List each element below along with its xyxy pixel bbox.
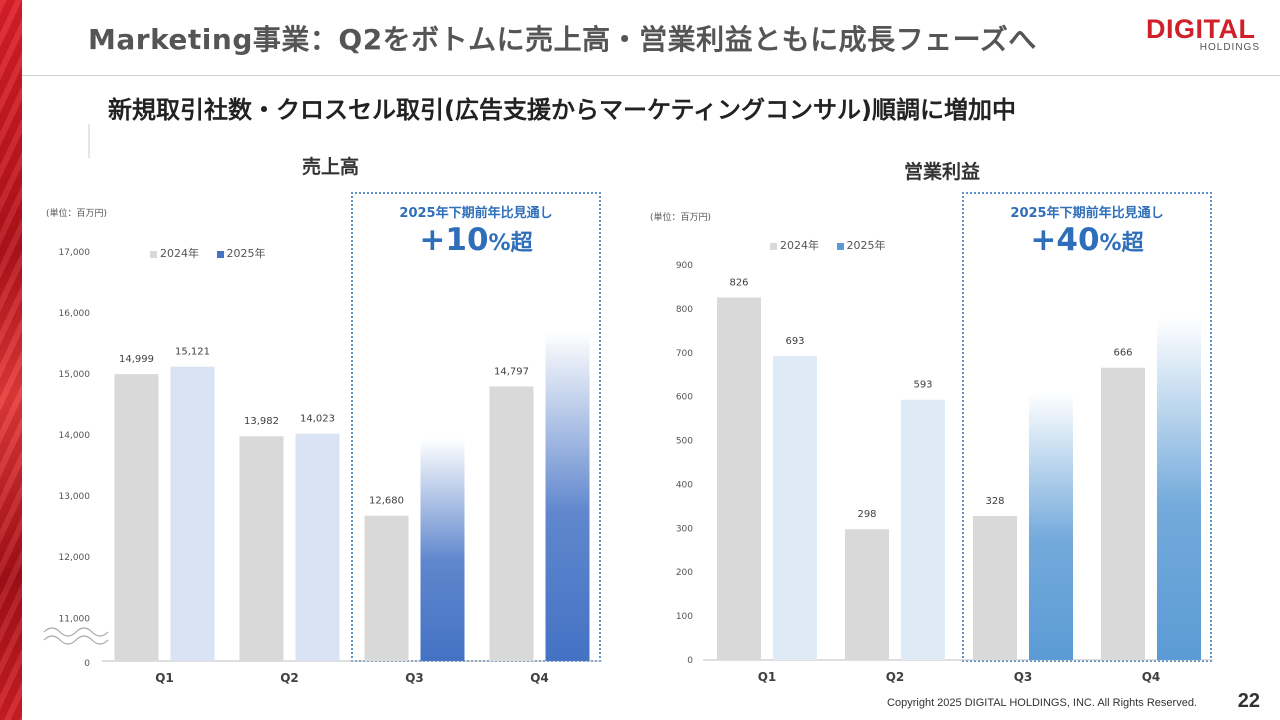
- legend-label-2025: 2025年: [226, 247, 266, 260]
- category-label-q4: Q4: [530, 671, 549, 685]
- data-label-2025-q1: 693: [785, 336, 804, 347]
- legend-item-2025: 2025年: [216, 247, 266, 260]
- title-divider: [22, 75, 1280, 76]
- y-tick-label: 300: [676, 524, 693, 534]
- data-label-2024-q4: 14,797: [494, 366, 529, 377]
- data-label-2024-q2: 298: [857, 509, 876, 520]
- revenue-forecast-suffix: %超: [488, 231, 533, 256]
- decorative-line: [88, 124, 90, 158]
- legend-item-2025: 2025年: [836, 239, 886, 252]
- bar-2025-q2: [901, 399, 945, 660]
- data-label-2024-q2: 13,982: [244, 416, 279, 427]
- operating-forecast-label: 2025年下期前年比見通し: [1010, 206, 1164, 221]
- category-label-q3: Q3: [405, 671, 424, 685]
- operating-legend: 2024年 2025年: [770, 237, 900, 253]
- y-tick-label: 500: [676, 437, 693, 447]
- revenue-forecast-value: +10%超: [353, 222, 599, 258]
- data-label-2024-q3: 328: [985, 496, 1004, 507]
- revenue-forecast-prefix: +: [419, 222, 446, 258]
- bar-2024-q1: [114, 374, 159, 661]
- data-label-2024-q3: 12,680: [369, 496, 404, 507]
- legend-swatch-2025: [836, 242, 844, 250]
- forecast-bar-2025-q4: [545, 331, 590, 661]
- decorative-red-band: [0, 0, 22, 720]
- y-tick-label: 0: [687, 656, 693, 666]
- legend-label-2024: 2024年: [160, 247, 199, 260]
- forecast-bar-2025-q3: [420, 438, 465, 661]
- company-logo: DIGITAL HOLDINGS: [1146, 14, 1266, 53]
- page-number: 22: [1237, 690, 1260, 712]
- bar-2025-q1: [170, 366, 215, 661]
- operating-forecast-number: 40: [1056, 222, 1100, 258]
- data-label-2024-q1: 826: [729, 277, 748, 288]
- logo-sub-text: HOLDINGS: [1199, 42, 1260, 53]
- bar-2024-q2: [845, 529, 889, 660]
- copyright-text: Copyright 2025 DIGITAL HOLDINGS, INC. Al…: [887, 697, 1197, 709]
- y-tick-label: 600: [676, 393, 693, 403]
- operating-forecast-box: 2025年下期前年比見通し +40%超: [962, 192, 1212, 662]
- bar-2025-q1: [773, 355, 817, 660]
- y-tick-label: 200: [676, 568, 693, 578]
- y-tick-label: 16,000: [59, 309, 91, 319]
- y-tick-label: 14,000: [59, 431, 91, 441]
- data-label-2025-q2: 593: [913, 380, 932, 391]
- operating-unit-label: (単位：百万円): [650, 213, 712, 223]
- y-tick-label: 400: [676, 480, 693, 490]
- axis-break-mark: [43, 627, 109, 637]
- revenue-chart-title: 売上高: [302, 156, 360, 178]
- y-tick-label: 11,000: [59, 614, 91, 624]
- bar-2025-q2: [295, 433, 340, 661]
- bar-2024-q4: [1101, 367, 1145, 660]
- legend-swatch-2025: [216, 250, 224, 258]
- bar-2024-q3: [364, 515, 409, 661]
- operating-forecast-suffix: %超: [1099, 231, 1144, 256]
- legend-item-2024: 2024年: [150, 247, 199, 260]
- bar-2024-q2: [239, 436, 284, 661]
- operating-chart-title: 営業利益: [904, 161, 981, 183]
- category-label-q3: Q3: [1014, 670, 1033, 684]
- revenue-legend: 2024年 2025年: [150, 245, 280, 261]
- forecast-bar-2025-q4: [1157, 317, 1201, 660]
- data-label-2025-q1: 15,121: [175, 347, 210, 358]
- category-label-q1: Q1: [758, 670, 777, 684]
- operating-forecast-prefix: +: [1030, 222, 1057, 258]
- y-tick-label: 900: [676, 261, 693, 271]
- operating-forecast-value: +40%超: [964, 222, 1210, 258]
- forecast-bar-2025-q3: [1029, 392, 1073, 660]
- axis-break-mark: [43, 635, 109, 645]
- revenue-forecast-number: 10: [445, 222, 489, 258]
- category-label-q4: Q4: [1142, 670, 1161, 684]
- y-tick-label: 700: [676, 349, 693, 359]
- y-tick-label: 13,000: [59, 492, 91, 502]
- legend-swatch-2024: [150, 250, 157, 258]
- y-tick-label: 12,000: [59, 553, 91, 563]
- y-tick-label: 15,000: [59, 370, 91, 380]
- bar-2024-q4: [489, 386, 534, 661]
- slide-subtitle: 新規取引社数・クロスセル取引(広告支援からマーケティングコンサル)順調に増加中: [108, 96, 1017, 124]
- logo-main-text: DIGITAL: [1146, 14, 1256, 44]
- data-label-2024-q1: 14,999: [119, 354, 154, 365]
- y-tick-label: 17,000: [59, 248, 91, 258]
- legend-item-2024: 2024年: [770, 239, 819, 252]
- category-label-q2: Q2: [280, 671, 299, 685]
- legend-label-2025: 2025年: [846, 239, 886, 252]
- y-tick-label: 800: [676, 305, 693, 315]
- legend-label-2024: 2024年: [780, 239, 819, 252]
- data-label-2024-q4: 666: [1113, 348, 1132, 359]
- y-tick-label: 0: [84, 659, 90, 669]
- data-label-2025-q2: 14,023: [300, 414, 335, 425]
- revenue-unit-label: (単位：百万円): [46, 209, 108, 219]
- category-label-q1: Q1: [155, 671, 174, 685]
- revenue-forecast-label: 2025年下期前年比見通し: [399, 206, 553, 221]
- y-tick-label: 100: [676, 612, 693, 622]
- legend-swatch-2024: [770, 242, 777, 250]
- slide-title: Marketing事業：Q2をボトムに売上高・営業利益ともに成長フェーズへ: [88, 23, 1037, 56]
- bar-2024-q1: [717, 297, 761, 660]
- category-label-q2: Q2: [886, 670, 905, 684]
- bar-2024-q3: [973, 516, 1017, 660]
